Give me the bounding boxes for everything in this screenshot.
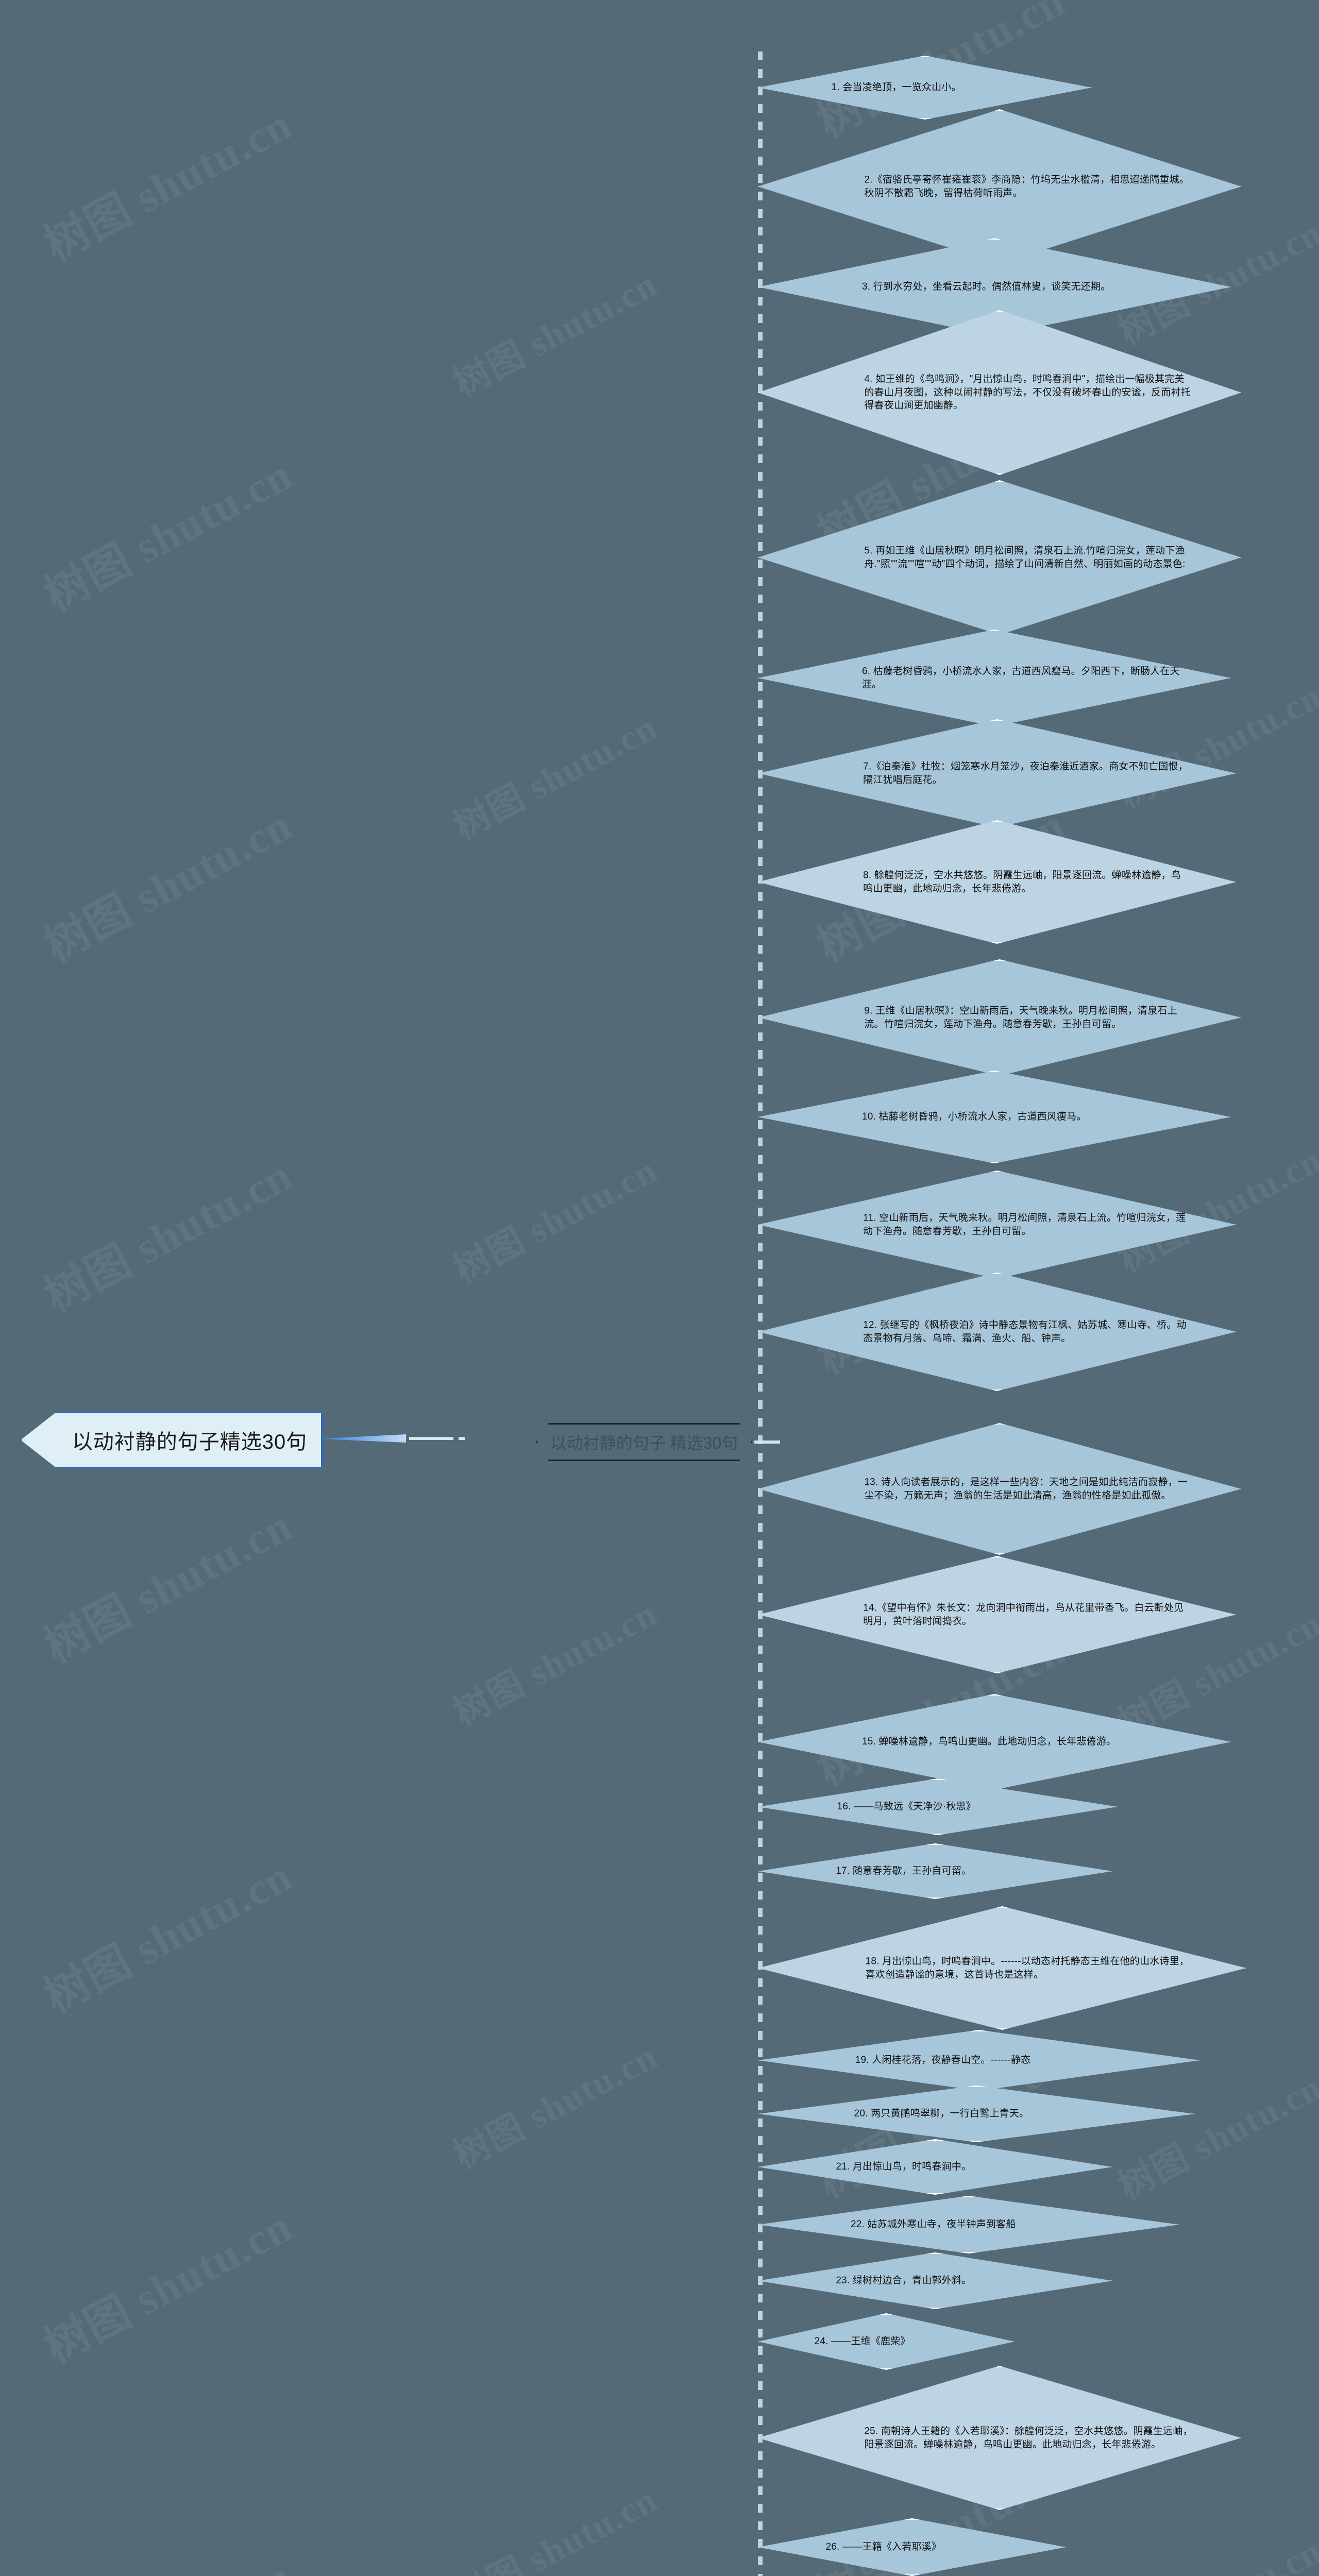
watermark-cn-27: 树图 shutu.cn bbox=[1108, 2522, 1319, 2576]
page-title: 以动衬静的句子精选30句 bbox=[72, 1431, 308, 1453]
mindmap-node-14[interactable]: 14.《望中有怀》朱长文：龙向洞中衔雨出，鸟从花里带香飞。白云断处见明月，黄叶落… bbox=[758, 1556, 1236, 1673]
connector-stub bbox=[409, 1437, 453, 1440]
mindmap-node-26[interactable]: 26. ——王籍《入若耶溪》 bbox=[758, 2518, 1066, 2576]
node-text: 23. 绿树村边合，青山郭外斜。 bbox=[836, 2275, 972, 2286]
node-text: 10. 枯藤老树昏鸦，小桥流水人家，古道西风瘦马。 bbox=[861, 1111, 1087, 1123]
node-text: 19. 人闲桂花落，夜静春山空。------静态 bbox=[855, 2055, 1031, 2066]
mindmap-node-23[interactable]: 23. 绿树村边合，青山郭外斜。 bbox=[758, 2252, 1112, 2309]
node-text: 12. 张继写的《枫桥夜泊》诗中静态景物有江枫、姑苏城、寒山寺、桥。动态景物有月… bbox=[863, 1319, 1187, 1344]
connector-stub-tip bbox=[459, 1437, 465, 1440]
node-text: 3. 行到水穷处，坐看云起时。偶然值林叟，谈笑无还期。 bbox=[861, 281, 1111, 293]
node-text: 15. 蝉噪林逾静，鸟鸣山更幽。此地动归念，长年悲倦游。 bbox=[861, 1736, 1117, 1748]
root-node-label: 以动衬静的句子 精选30句 bbox=[550, 1434, 738, 1452]
watermark-cn-3: 树图 shutu.cn bbox=[36, 800, 300, 972]
hex-outline-icon: 以动衬静的句子 精选30句 bbox=[536, 1423, 752, 1461]
node-text: 7.《泊秦淮》杜牧：烟笼寒水月笼沙，夜泊秦淮近酒家。商女不知亡国恨，隔江犹唱后庭… bbox=[863, 761, 1188, 785]
watermark-cn-5: 树图 shutu.cn bbox=[36, 1500, 300, 1672]
mindmap-node-7[interactable]: 7.《泊秦淮》杜牧：烟笼寒水月笼沙，夜泊秦淮近酒家。商女不知亡国恨，隔江犹唱后庭… bbox=[758, 719, 1236, 827]
mindmap-node-21[interactable]: 21. 月出惊山鸟，时鸣春涧中。 bbox=[758, 2139, 1112, 2195]
mindmap-node-2[interactable]: 2.《宿骆氏亭寄怀崔雍崔衮》李商隐：竹坞无尘水槛清，相思迢递隔重城。秋阴不散霜飞… bbox=[758, 109, 1241, 264]
watermark-cn-8: 树图 shutu.cn bbox=[31, 2541, 301, 2576]
node-text: 4. 如王维的《鸟鸣涧》，"月出惊山鸟，时鸣春涧中"，描绘出一幅极其完美的春山月… bbox=[864, 374, 1191, 411]
watermark-cn-1: 树图 shutu.cn bbox=[36, 99, 300, 271]
root-hex-node[interactable]: 以动衬静的句子 精选30句 bbox=[536, 1423, 752, 1461]
mindmap-node-10[interactable]: 10. 枯藤老树昏鸦，小桥流水人家，古道西风瘦马。 bbox=[758, 1071, 1231, 1163]
mindmap-node-19[interactable]: 19. 人闲桂花落，夜静春山空。------静态 bbox=[758, 2030, 1200, 2091]
mindmap-node-4[interactable]: 4. 如王维的《鸟鸣涧》，"月出惊山鸟，时鸣春涧中"，描绘出一幅极其完美的春山月… bbox=[758, 310, 1241, 475]
node-text: 25. 南朝诗人王籍的《入若耶溪》：艅艎何泛泛，空水共悠悠。阴霞生远岫，阳景逐回… bbox=[864, 2426, 1193, 2450]
mindmap-spine-connector bbox=[758, 52, 763, 2576]
mindmap-node-6[interactable]: 6. 枯藤老树昏鸦，小桥流水人家，古道西风瘦马。夕阳西下，断肠人在天涯。 bbox=[758, 630, 1231, 726]
root-node-group[interactable]: 以动衬静的句子精选30句 以动衬静的句子 精选30句 bbox=[21, 1402, 780, 1475]
watermark-cn-9: 树图 shutu.cn bbox=[447, 264, 664, 404]
mindmap-node-22[interactable]: 22. 姑苏城外寒山寺，夜半钟声到客船 bbox=[758, 2196, 1179, 2253]
node-text: 26. ——王籍《入若耶溪》 bbox=[825, 2541, 942, 2553]
mindmap-node-8[interactable]: 8. 艅艎何泛泛，空水共悠悠。阴霞生远岫，阳景逐回流。蝉噪林逾静，鸟鸣山更幽，此… bbox=[758, 820, 1236, 944]
root-to-spine-connector bbox=[754, 1440, 780, 1444]
mindmap-node-18[interactable]: 18. 月出惊山鸟，时鸣春涧中。------以动态衬托静态王维在他的山水诗里，喜… bbox=[758, 1906, 1246, 2030]
node-text: 6. 枯藤老树昏鸦，小桥流水人家，古道西风瘦马。夕阳西下，断肠人在天涯。 bbox=[861, 666, 1180, 690]
node-text: 9. 王维《山居秋暝》：空山新雨后，天气晚来秋。明月松间照，清泉石上流。竹喧归浣… bbox=[864, 1005, 1177, 1029]
node-text: 13. 诗人向读者展示的，是这样一些内容：天地之间是如此纯洁而寂静，一尘不染，万… bbox=[864, 1477, 1188, 1501]
flare-icon bbox=[318, 1434, 406, 1443]
mindmap-node-20[interactable]: 20. 两只黄鹂鸣翠柳，一行白鹭上青天。 bbox=[758, 2086, 1195, 2142]
root-title-banner[interactable]: 以动衬静的句子精选30句 bbox=[21, 1412, 323, 1468]
node-text: 16. ——马致远《天净沙·秋思》 bbox=[837, 1801, 976, 1812]
node-text: 17. 随意春芳歇，王孙自可留。 bbox=[836, 1866, 972, 1877]
mindmap-node-9[interactable]: 9. 王维《山居秋暝》：空山新雨后，天气晚来秋。明月松间照，清泉石上流。竹喧归浣… bbox=[758, 959, 1241, 1076]
mindmap-node-25[interactable]: 25. 南朝诗人王籍的《入若耶溪》：艅艎何泛泛，空水共悠悠。阴霞生远岫，阳景逐回… bbox=[758, 2366, 1241, 2510]
node-text: 14.《望中有怀》朱长文：龙向洞中衔雨出，鸟从花里带香飞。白云断处见明月，黄叶落… bbox=[863, 1602, 1184, 1626]
mindmap-node-12[interactable]: 12. 张继写的《枫桥夜泊》诗中静态景物有江枫、姑苏城、寒山寺、桥。动态景物有月… bbox=[758, 1273, 1236, 1391]
root-connector-flare bbox=[318, 1433, 535, 1444]
watermark-cn-4: 树图 shutu.cn bbox=[36, 1150, 300, 1322]
node-text: 2.《宿骆氏亭寄怀崔雍崔衮》李商隐：竹坞无尘水槛清，相思迢递隔重城。秋阴不散霜飞… bbox=[864, 174, 1190, 198]
mindmap-node-16[interactable]: 16. ——马致远《天净沙·秋思》 bbox=[758, 1778, 1118, 1835]
watermark-cn-7: 树图 shutu.cn bbox=[36, 2201, 300, 2373]
node-text: 20. 两只黄鹂鸣翠柳，一行白鹭上青天。 bbox=[854, 2108, 1029, 2120]
watermark-cn-11: 树图 shutu.cn bbox=[447, 1150, 664, 1291]
mindmap-node-1[interactable]: 1. 会当凌绝顶，一览众山小。 bbox=[758, 56, 1092, 120]
node-text: 24. ——王维《鹿柴》 bbox=[814, 2336, 910, 2347]
mindmap-node-11[interactable]: 11. 空山新雨后，天气晚来秋。明月松间照，清泉石上流。竹喧归浣女，莲动下渔舟。… bbox=[758, 1171, 1236, 1279]
watermark-cn-10: 树图 shutu.cn bbox=[447, 707, 664, 848]
node-text: 18. 月出惊山鸟，时鸣春涧中。------以动态衬托静态王维在他的山水诗里，喜… bbox=[865, 1956, 1190, 1980]
watermark-cn-6: 树图 shutu.cn bbox=[36, 1851, 300, 2023]
node-text: 8. 艅艎何泛泛，空水共悠悠。阴霞生远岫，阳景逐回流。蝉噪林逾静，鸟鸣山更幽，此… bbox=[863, 870, 1181, 894]
mindmap-node-5[interactable]: 5. 再如王维《山居秋暝》明月松间照，清泉石上流.竹喧归浣女，莲动下渔舟."照"… bbox=[758, 480, 1241, 635]
watermark-cn-13: 树图 shutu.cn bbox=[447, 2036, 664, 2177]
mindmap-node-13[interactable]: 13. 诗人向读者展示的，是这样一些内容：天地之间是如此纯洁而寂静，一尘不染，万… bbox=[758, 1423, 1241, 1555]
node-text: 21. 月出惊山鸟，时鸣春涧中。 bbox=[836, 2161, 972, 2173]
mindmap-node-17[interactable]: 17. 随意春芳歇，王孙自可留。 bbox=[758, 1843, 1112, 1899]
node-text: 5. 再如王维《山居秋暝》明月松间照，清泉石上流.竹喧归浣女，莲动下渔舟."照"… bbox=[864, 545, 1186, 569]
node-text: 22. 姑苏城外寒山寺，夜半钟声到客船 bbox=[850, 2219, 1016, 2230]
watermark-cn-14: 树图 shutu.cn bbox=[447, 2479, 664, 2576]
node-text: 1. 会当凌绝顶，一览众山小。 bbox=[831, 82, 961, 93]
watermark-cn-2: 树图 shutu.cn bbox=[36, 449, 300, 621]
mindmap-node-15[interactable]: 15. 蝉噪林逾静，鸟鸣山更幽。此地动归念，长年悲倦游。 bbox=[758, 1694, 1231, 1790]
watermark-cn-12: 树图 shutu.cn bbox=[447, 1593, 664, 1734]
node-text: 11. 空山新雨后，天气晚来秋。明月松间照，清泉石上流。竹喧归浣女，莲动下渔舟。… bbox=[863, 1212, 1186, 1236]
mindmap-node-24[interactable]: 24. ——王维《鹿柴》 bbox=[758, 2313, 1014, 2370]
